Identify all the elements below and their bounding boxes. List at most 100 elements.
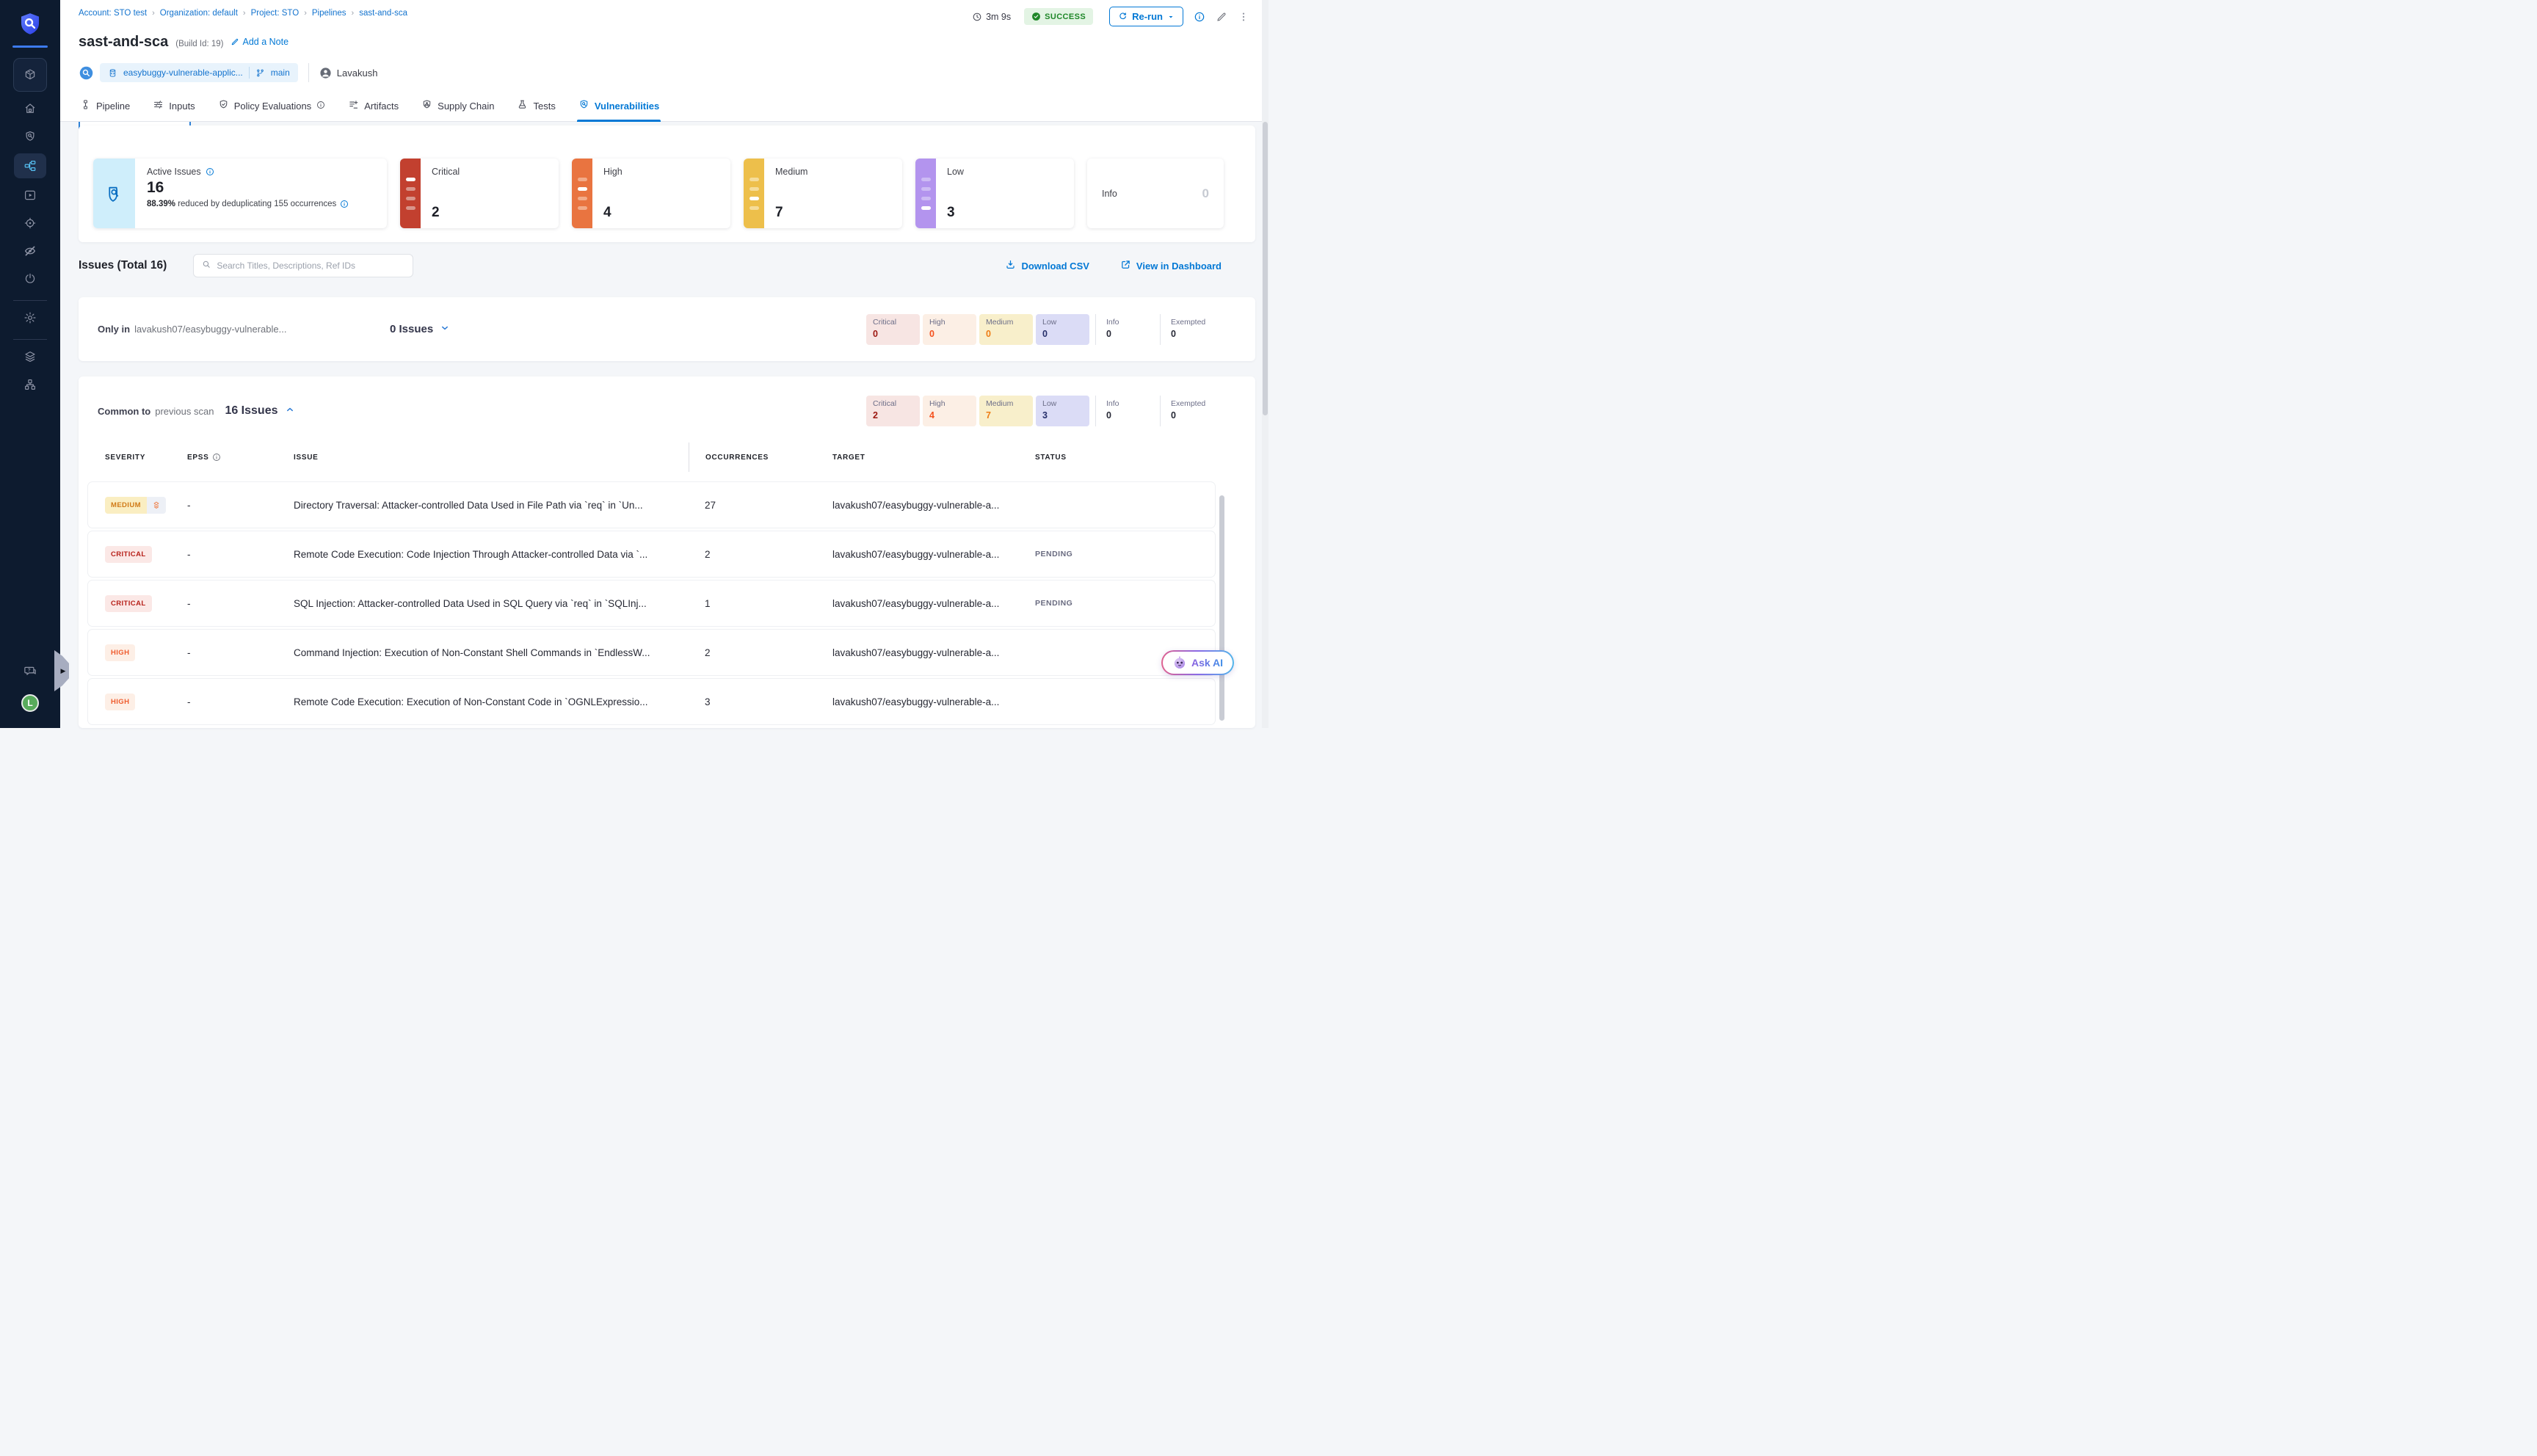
sidebar-item-executions[interactable] xyxy=(15,184,45,206)
ask-ai-button[interactable]: Ask AI xyxy=(1161,650,1234,675)
occurrences-cell: 27 xyxy=(705,499,716,511)
sidebar-item-home[interactable] xyxy=(15,98,45,120)
pipeline-icon xyxy=(80,99,91,112)
tab-label: Supply Chain xyxy=(438,100,495,112)
git-branch-icon xyxy=(255,68,265,78)
severity-card-label: Low xyxy=(947,167,964,177)
sidebar-item-test-targets[interactable] xyxy=(15,125,45,148)
issue-table-row[interactable]: CRITICAL - SQL Injection: Attacker-control… xyxy=(88,580,1215,626)
user-avatar[interactable]: L xyxy=(21,694,39,712)
tab-supply-chain[interactable]: Supply Chain xyxy=(420,92,496,122)
module-selector[interactable] xyxy=(13,58,47,92)
title-row: sast-and-sca (Build Id: 19) Add a Note xyxy=(79,34,288,51)
tab-policy-evaluations[interactable]: Policy Evaluations xyxy=(217,92,327,122)
epss-cell: - xyxy=(187,696,191,707)
section-target-name: lavakush07/easybuggy-vulnerable... xyxy=(134,324,287,335)
rerun-button[interactable]: Re-run xyxy=(1109,7,1183,26)
svg-text:?: ? xyxy=(28,668,31,673)
supply-chain-icon xyxy=(421,99,432,112)
add-note-link[interactable]: Add a Note xyxy=(231,37,288,47)
chip-value: 2 xyxy=(873,410,878,421)
search-input[interactable] xyxy=(217,261,406,271)
tab-tests[interactable]: Tests xyxy=(515,92,556,122)
view-in-dashboard-link[interactable]: View in Dashboard xyxy=(1120,259,1222,272)
severity-card-body: High 4 xyxy=(592,159,730,228)
severity-card-high: High 4 xyxy=(572,159,730,228)
info-icon[interactable] xyxy=(206,167,214,176)
module-cube-icon xyxy=(15,64,45,86)
page-scrollbar[interactable] xyxy=(1262,0,1268,728)
breadcrumb-item[interactable]: Account: STO test xyxy=(79,9,148,18)
chip-label: Exempted xyxy=(1171,317,1206,327)
severity-cell: MEDIUM xyxy=(105,496,187,514)
chip-value: 0 xyxy=(1171,328,1176,339)
download-csv-link[interactable]: Download CSV xyxy=(1005,259,1089,272)
chip-label: Critical xyxy=(873,317,897,327)
severity-badge-label: CRITICAL xyxy=(105,545,152,563)
severity-badge-label: CRITICAL xyxy=(105,594,152,612)
breadcrumb-item[interactable]: Organization: default xyxy=(159,9,238,18)
column-header-target: TARGET xyxy=(832,454,1035,462)
section-prefix: Common to xyxy=(98,405,151,417)
chip-value: 0 xyxy=(1042,328,1048,339)
chip-exempted: Exempted 0 xyxy=(1160,396,1219,426)
sidebar-item-pipelines[interactable] xyxy=(14,153,46,178)
scm-provider-icon xyxy=(79,65,94,81)
sidebar-item-exemptions[interactable] xyxy=(15,268,45,290)
tab-label: Artifacts xyxy=(364,100,399,112)
severity-bar xyxy=(577,177,587,181)
download-icon xyxy=(1005,259,1016,272)
breadcrumb-item[interactable]: Project: STO xyxy=(250,9,300,18)
edit-pipeline-button[interactable] xyxy=(1216,11,1227,23)
repo-name: easybuggy-vulnerable-applic... xyxy=(123,68,243,78)
page-header: Account: STO test › Organization: default ›… xyxy=(60,0,1268,122)
inputs-icon xyxy=(153,99,164,112)
check-circle-icon xyxy=(1031,12,1041,21)
sidebar-item-default-settings[interactable] xyxy=(15,346,45,368)
active-issues-value: 16 xyxy=(147,179,164,196)
tab-artifacts[interactable]: Artifacts xyxy=(346,92,400,122)
dedup-stack-icon xyxy=(146,496,166,514)
tab-vulnerabilities[interactable]: Vulnerabilities xyxy=(576,92,661,122)
severity-badge: HIGH xyxy=(105,693,136,710)
main-area: Account: STO test › Organization: default ›… xyxy=(60,0,1268,728)
section-issue-count[interactable]: 0 Issues xyxy=(390,323,450,336)
issue-table-row[interactable]: MEDIUM - Directory Traversal: Attacker-con… xyxy=(88,482,1215,528)
tab-inputs[interactable]: Inputs xyxy=(151,92,196,122)
breadcrumb-item[interactable]: Pipelines xyxy=(311,9,346,18)
repo-branch-chip[interactable]: easybuggy-vulnerable-applic... main xyxy=(100,63,298,82)
severity-bar xyxy=(921,205,931,210)
issues-search xyxy=(193,254,414,277)
epss-cell: - xyxy=(187,548,191,560)
sidebar-item-ignored-issues[interactable] xyxy=(15,240,45,262)
severity-badge: CRITICAL xyxy=(105,594,152,612)
sidebar-item-targets[interactable] xyxy=(15,212,45,234)
breadcrumb-item[interactable]: sast-and-sca xyxy=(359,9,408,18)
more-options-button[interactable] xyxy=(1238,11,1249,23)
sidebar-item-settings[interactable] xyxy=(15,307,45,329)
severity-band xyxy=(915,159,936,228)
table-scrollbar[interactable] xyxy=(1219,495,1224,721)
section-issue-count[interactable]: 16 Issues xyxy=(225,404,294,418)
issue-table-row[interactable]: HIGH - Remote Code Execution: Execution of… xyxy=(88,679,1215,724)
tab-pipeline[interactable]: Pipeline xyxy=(79,92,131,122)
build-info-button[interactable] xyxy=(1194,11,1205,23)
sidebar-collapse-handle[interactable]: ▶ xyxy=(54,650,69,691)
info-icon[interactable] xyxy=(212,453,221,462)
column-header-occurrences: OCCURRENCES xyxy=(689,443,832,472)
chip-info: Info 0 xyxy=(1095,396,1154,426)
chip-value: 4 xyxy=(929,410,934,421)
info-icon[interactable] xyxy=(340,200,349,208)
expand-arrow-icon: ▶ xyxy=(60,666,66,674)
severity-bar xyxy=(749,205,759,210)
sidebar-section-divider-2 xyxy=(13,339,47,340)
issue-table-row[interactable]: CRITICAL - Remote Code Execution: Code Inj… xyxy=(88,531,1215,577)
sidebar-item-org-settings[interactable] xyxy=(15,374,45,396)
section-target-name: previous scan xyxy=(155,405,214,417)
chip-label: Info xyxy=(1106,399,1119,408)
help-chat-icon[interactable]: ? xyxy=(15,660,45,682)
severity-band xyxy=(744,159,764,228)
chip-label: Exempted xyxy=(1171,399,1206,408)
issue-table-row[interactable]: HIGH - Command Injection: Execution of Non… xyxy=(88,630,1215,675)
section-prefix: Only in xyxy=(98,324,131,335)
